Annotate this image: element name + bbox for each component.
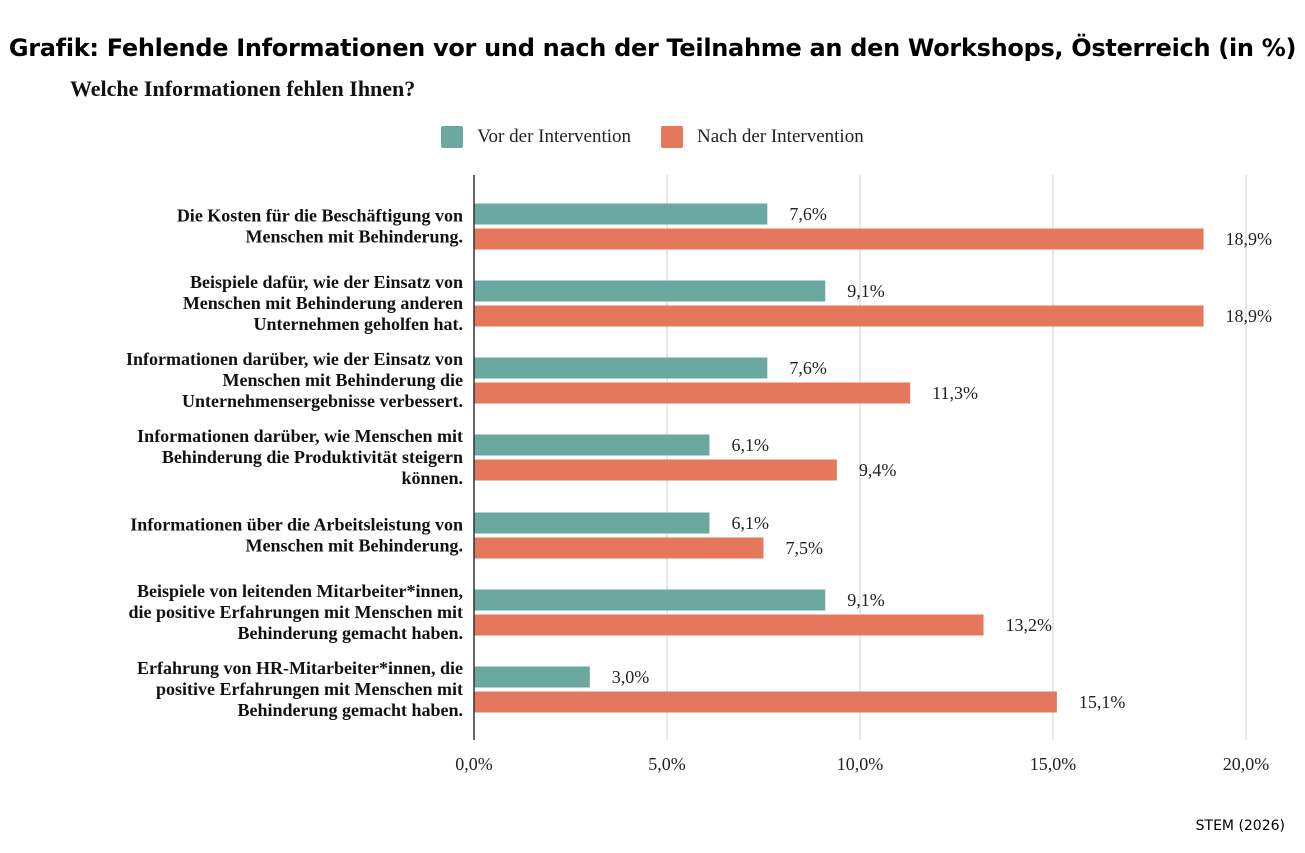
x-tick-label: 20,0% [1223,754,1270,774]
category-label: Informationen darüber, wie der Einsatz v… [126,349,463,369]
x-tick-label: 5,0% [648,754,686,774]
value-label-before: 9,1% [847,281,885,301]
value-label-after: 18,9% [1226,306,1273,326]
source-note: STEM (2026) [1195,818,1285,834]
bar-after [474,691,1057,713]
category-label: Beispiele dafür, wie der Einsatz von [190,272,463,292]
bar-before [474,666,590,688]
x-tick-label: 0,0% [455,754,493,774]
value-label-after: 15,1% [1079,692,1126,712]
bar-after [474,459,837,481]
category-label: Behinderung die Produktivität steigern [162,447,463,467]
value-label-before: 7,6% [789,358,827,378]
category-label: Behinderung gemacht haben. [237,623,463,643]
category-label: positive Erfahrungen mit Menschen mit [156,679,463,699]
bar-after [474,537,764,559]
value-label-after: 9,4% [859,460,897,480]
bar-after [474,382,911,404]
bar-after [474,614,984,636]
legend-label-before: Vor der Intervention [477,126,631,147]
category-label: Menschen mit Behinderung anderen [183,293,463,313]
value-label-before: 7,6% [789,204,827,224]
value-label-after: 11,3% [932,383,978,403]
legend-swatch-after [661,126,683,148]
legend-item-before: Vor der Intervention [441,126,631,148]
x-tick-label: 10,0% [837,754,884,774]
bar-after [474,228,1204,250]
value-label-before: 6,1% [731,513,769,533]
category-label: Menschen mit Behinderung die [222,370,463,390]
category-label: Beispiele von leitenden Mitarbeiter*inne… [137,581,463,601]
bar-after [474,305,1204,327]
bar-before [474,512,710,534]
legend: Vor der Intervention Nach der Interventi… [0,126,1305,148]
category-label: Unternehmensergebnisse verbessert. [182,391,463,411]
value-label-after: 7,5% [786,538,824,558]
bar-before [474,357,768,379]
value-label-after: 18,9% [1226,229,1273,249]
category-label: Die Kosten für die Beschäftigung von [177,206,463,226]
category-label: Erfahrung von HR-Mitarbeiter*innen, die [137,658,463,678]
category-label: Informationen darüber, wie Menschen mit [137,426,463,446]
category-label: Unternehmen geholfen hat. [254,314,464,334]
value-label-before: 3,0% [612,667,650,687]
category-label: die positive Erfahrungen mit Menschen mi… [129,602,464,622]
x-tick-label: 15,0% [1030,754,1077,774]
chart-subtitle: Welche Informationen fehlen Ihnen? [70,76,416,101]
legend-swatch-before [441,126,464,148]
bar-before [474,434,710,456]
bar-before [474,203,768,225]
category-label: Informationen über die Arbeitsleistung v… [130,515,463,535]
category-label: Menschen mit Behinderung. [245,536,463,556]
bar-before [474,589,826,611]
legend-label-after: Nach der Intervention [697,126,864,147]
category-label: Menschen mit Behinderung. [245,227,463,247]
chart-title: Grafik: Fehlende Informationen vor und n… [8,34,1297,62]
bar-before [474,280,826,302]
legend-item-after: Nach der Intervention [661,126,864,148]
value-label-before: 9,1% [847,590,885,610]
category-label: können. [401,468,463,488]
value-label-after: 13,2% [1006,615,1053,635]
category-label: Behinderung gemacht haben. [237,700,463,720]
value-label-before: 6,1% [731,435,769,455]
